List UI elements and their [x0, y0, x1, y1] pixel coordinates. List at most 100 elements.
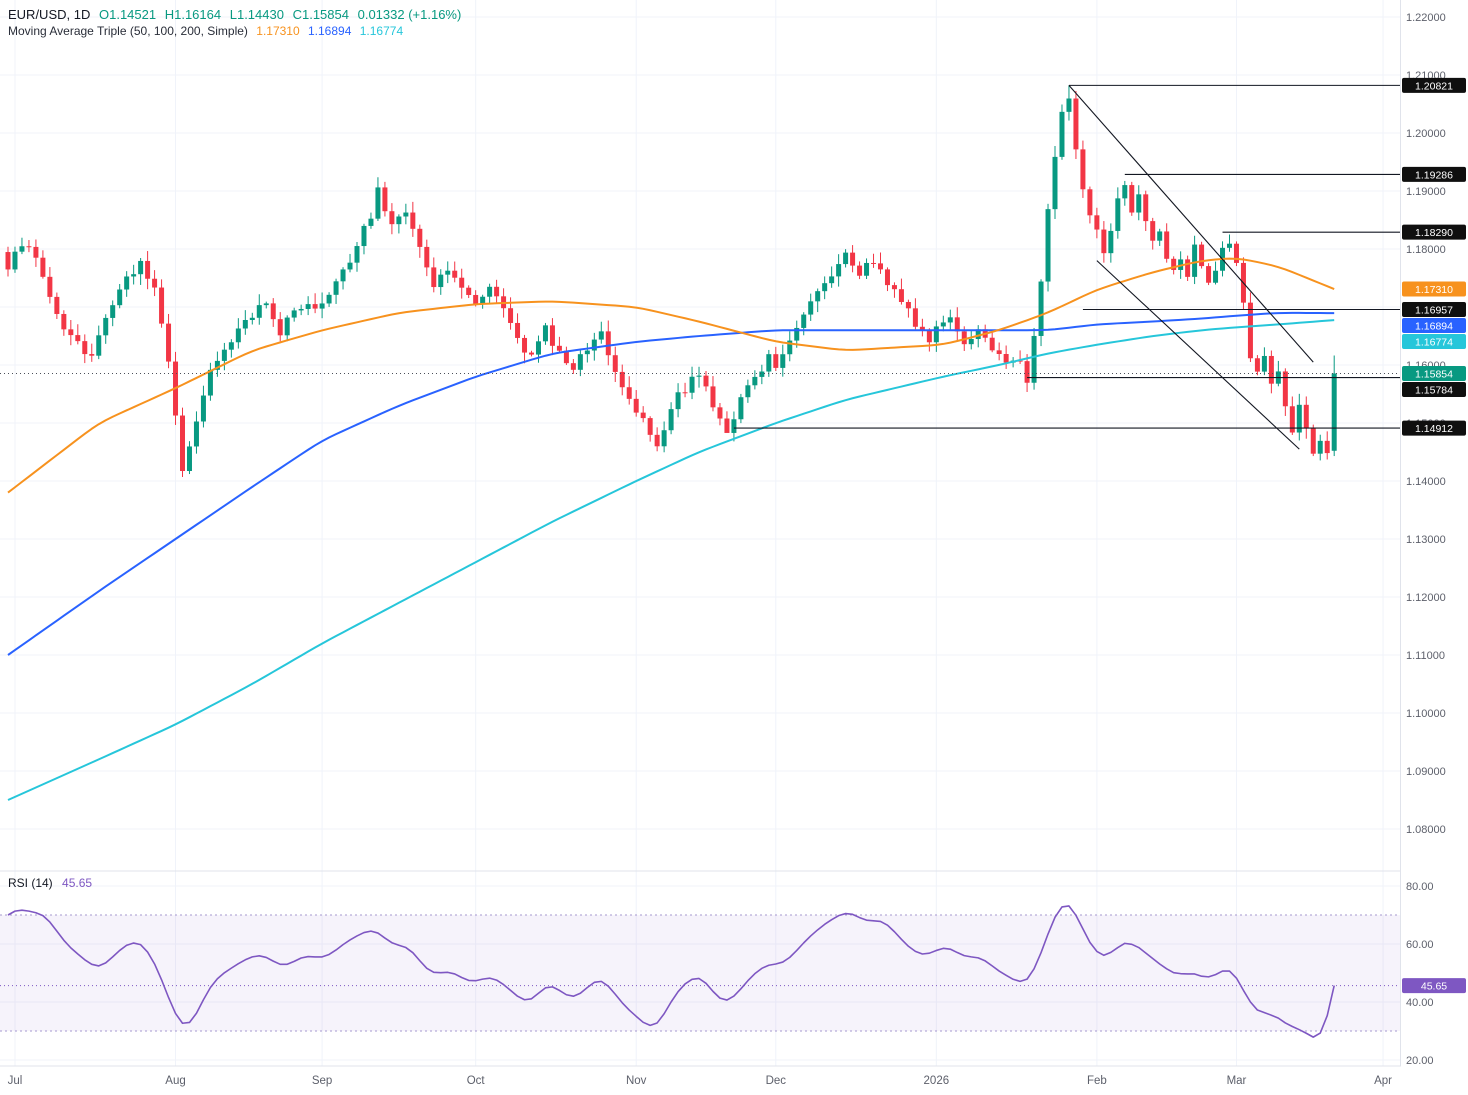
svg-text:45.65: 45.65: [1421, 981, 1447, 993]
candle-body: [1317, 440, 1323, 454]
candle-body: [96, 335, 102, 356]
candle-body: [277, 319, 283, 336]
candle-body: [1233, 243, 1239, 263]
candle-body: [745, 385, 751, 398]
candles-layer: [5, 85, 1337, 477]
candle-body: [270, 303, 276, 320]
candle-body: [110, 305, 116, 318]
svg-text:1.16774: 1.16774: [1415, 336, 1453, 348]
candle-body: [291, 310, 297, 318]
candle-body: [445, 270, 451, 275]
rsi-line-layer[interactable]: [0, 905, 1400, 1038]
candle-body: [808, 301, 814, 315]
candle-body: [891, 285, 897, 290]
candle-body: [298, 308, 304, 311]
candle-body: [12, 251, 18, 270]
candle-body: [717, 407, 723, 419]
svg-text:Mar: Mar: [1227, 1075, 1247, 1087]
candle-body: [661, 430, 667, 447]
rsi-pane-background[interactable]: [0, 914, 1400, 1032]
candle-body: [138, 260, 144, 275]
candle-body: [522, 337, 528, 353]
candle-body: [1247, 302, 1253, 359]
candle-body: [857, 265, 863, 276]
candle-body: [843, 252, 849, 265]
symbol-title[interactable]: EUR/USD, 1D: [8, 7, 91, 22]
candle-body: [159, 287, 165, 324]
candle-body: [598, 331, 604, 340]
ohlc-high: H1.16164: [164, 7, 222, 22]
candle-body: [249, 317, 255, 321]
rsi-band: [0, 915, 1400, 1031]
ma200-line[interactable]: [7, 319, 1335, 801]
rsi-legend: RSI (14) 45.65: [8, 876, 92, 890]
candle-body: [1157, 231, 1163, 241]
ma100-value: 1.16894: [308, 24, 352, 38]
price-axis[interactable]: 1.220001.210001.200001.190001.180001.170…: [1401, 0, 1468, 1095]
candle-body: [207, 369, 213, 396]
candle-body: [591, 339, 597, 351]
candle-body: [619, 371, 625, 388]
svg-text:Jul: Jul: [8, 1075, 23, 1087]
candle-body: [1003, 354, 1009, 363]
candle-body: [912, 308, 918, 327]
price-axis-badge: [1402, 333, 1466, 349]
candle-body: [431, 267, 437, 288]
candle-body: [780, 354, 786, 368]
candle-body: [1282, 371, 1288, 407]
candle-body: [947, 317, 953, 323]
ma50-line[interactable]: [7, 257, 1335, 494]
candle-body: [145, 260, 151, 279]
candle-body: [724, 418, 730, 433]
legend: EUR/USD, 1D O1.14521 H1.16164 L1.14430 C…: [8, 6, 466, 40]
svg-text:1.22000: 1.22000: [1406, 12, 1446, 24]
candle-body: [89, 354, 95, 356]
svg-text:20.00: 20.00: [1406, 1055, 1434, 1067]
price-axis-badge: [1402, 77, 1466, 93]
candle-body: [577, 354, 583, 370]
candle-body: [556, 345, 562, 351]
candle-body: [354, 246, 360, 263]
descending-trendline[interactable]: [1068, 85, 1314, 363]
candle-body: [759, 371, 765, 377]
price-axis-badge: [1402, 301, 1466, 317]
svg-text:Feb: Feb: [1087, 1075, 1107, 1087]
candle-body: [1059, 111, 1065, 157]
price-axis-badge: [1402, 281, 1466, 297]
candle-body: [221, 349, 227, 361]
time-axis[interactable]: Jul Aug Sep Oct Nov Dec 2026 Feb Mar Apr: [8, 1075, 1393, 1087]
candle-body: [1017, 360, 1023, 362]
drawing-lines[interactable]: [0, 84, 1400, 450]
candle-body: [898, 289, 904, 303]
candle-body: [361, 225, 367, 247]
ma-indicator-title[interactable]: Moving Average Triple (50, 100, 200, Sim…: [8, 24, 248, 38]
candle-body: [752, 376, 758, 386]
candle-body: [1066, 98, 1072, 112]
candle-body: [1303, 404, 1309, 429]
candle-body: [396, 216, 402, 225]
candle-body: [1115, 198, 1121, 231]
ma-lines[interactable]: [7, 257, 1335, 801]
descending-trendline[interactable]: [1096, 260, 1300, 450]
ma100-line[interactable]: [7, 311, 1335, 656]
svg-text:1.16957: 1.16957: [1415, 304, 1453, 316]
candle-body: [242, 320, 248, 329]
candle-body: [926, 330, 932, 343]
candle-body: [919, 326, 925, 331]
price-axis-badge: [1402, 166, 1466, 182]
candle-body: [682, 392, 688, 394]
candle-body: [975, 329, 981, 340]
svg-text:1.20000: 1.20000: [1406, 128, 1446, 140]
rsi-indicator-title[interactable]: RSI (14): [8, 876, 53, 890]
candle-body: [347, 262, 353, 270]
candle-body: [410, 212, 416, 229]
candle-body: [263, 303, 269, 306]
rsi-line[interactable]: [7, 905, 1335, 1038]
candle-body: [312, 304, 318, 309]
candle-body: [1080, 149, 1086, 190]
candle-body: [375, 187, 381, 219]
candle-body: [710, 386, 716, 408]
candle-body: [864, 262, 870, 276]
svg-text:1.16894: 1.16894: [1415, 320, 1453, 332]
